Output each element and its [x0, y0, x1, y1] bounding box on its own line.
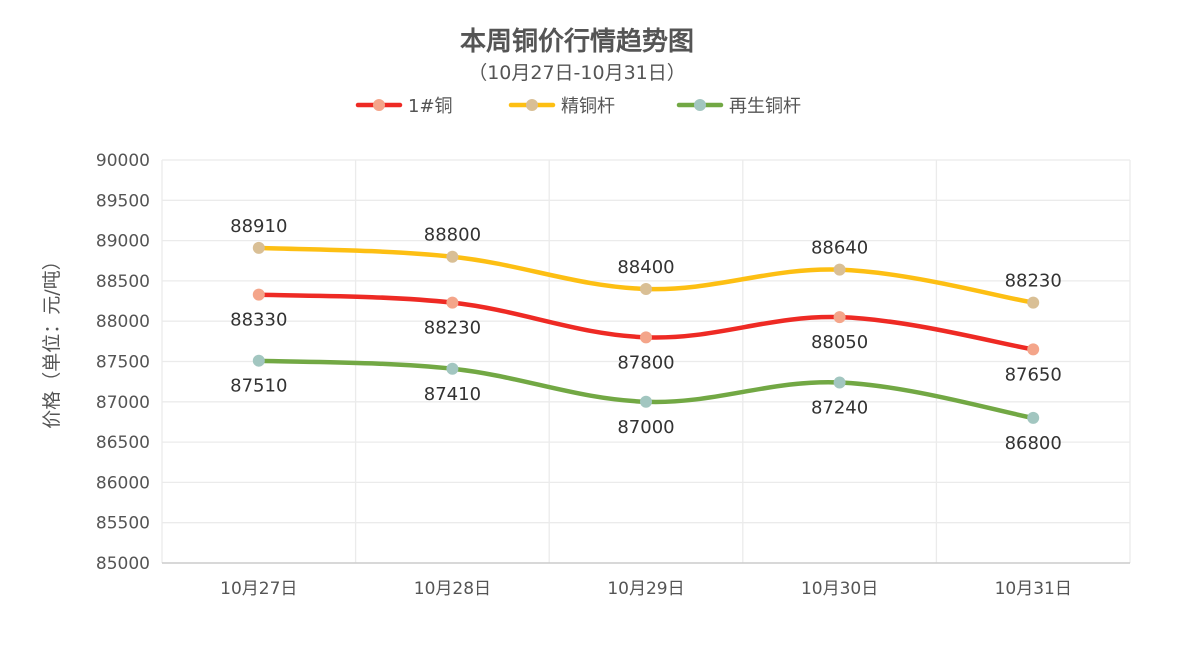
data-labels: 88330 88230 87800 88050 87650 88910 88800 88400…: [230, 216, 1062, 454]
data-point: [640, 395, 652, 408]
legend: 1#铜 精铜杆 再生铜杆: [355, 96, 801, 117]
markers: [252, 241, 1040, 424]
data-point: [252, 354, 265, 367]
x-tick-label: 10月29日: [607, 579, 684, 599]
x-tick-label: 10月28日: [414, 579, 491, 599]
legend-label: 精铜杆: [561, 96, 615, 117]
data-point: [833, 376, 846, 389]
y-tick-label: 87500: [96, 353, 150, 373]
legend-marker: [694, 99, 706, 111]
x-tick-label: 10月31日: [995, 579, 1072, 599]
legend-label: 1#铜: [408, 96, 453, 117]
chart-title: 本周铜价行情趋势图: [460, 26, 694, 57]
legend-label: 再生铜杆: [729, 96, 801, 117]
y-tick-label: 88500: [96, 272, 150, 292]
y-tick-label: 85000: [96, 554, 150, 574]
y-tick-label: 89500: [96, 191, 150, 211]
data-label: 88800: [424, 225, 481, 246]
data-label: 87240: [811, 397, 868, 418]
y-axis-label: 价格（单位：元/吨）: [41, 251, 63, 428]
data-label: 88400: [617, 257, 674, 278]
data-point: [252, 288, 265, 301]
x-tick-label: 10月30日: [801, 579, 878, 599]
data-point: [640, 331, 652, 344]
chart-subtitle: （10月27日-10月31日）: [468, 62, 686, 84]
data-label: 88050: [811, 332, 868, 353]
data-point: [1027, 343, 1040, 356]
data-label: 87650: [1005, 364, 1062, 385]
y-tick-label: 87000: [96, 393, 150, 413]
data-label: 88230: [424, 318, 481, 339]
data-point: [446, 296, 459, 309]
y-tick-label: 89000: [96, 232, 150, 252]
data-point: [833, 311, 846, 324]
data-label: 88330: [230, 310, 287, 331]
data-label: 87510: [230, 376, 287, 397]
y-tick-label: 90000: [96, 151, 150, 171]
y-tick-label: 88000: [96, 312, 150, 332]
data-label: 87410: [424, 384, 481, 405]
data-label: 87000: [617, 417, 674, 438]
x-tick-label: 10月27日: [220, 579, 297, 599]
data-point: [640, 282, 652, 295]
data-point: [1027, 411, 1040, 424]
data-label: 88640: [811, 238, 868, 259]
data-point: [446, 250, 459, 263]
data-point: [446, 362, 459, 375]
legend-marker: [526, 99, 538, 111]
data-label: 88230: [1005, 271, 1062, 292]
data-point: [1027, 296, 1040, 309]
y-tick-label: 86500: [96, 433, 150, 453]
y-tick-label: 86000: [96, 473, 150, 493]
data-label: 87800: [617, 352, 674, 373]
data-label: 86800: [1005, 433, 1062, 454]
axes: 85000 85500 86000 86500 87000 87500 88000 88500…: [96, 151, 1130, 599]
data-label: 88910: [230, 216, 287, 237]
legend-marker: [373, 99, 385, 111]
y-tick-label: 85500: [96, 514, 150, 534]
data-point: [833, 263, 846, 276]
data-point: [252, 241, 265, 254]
